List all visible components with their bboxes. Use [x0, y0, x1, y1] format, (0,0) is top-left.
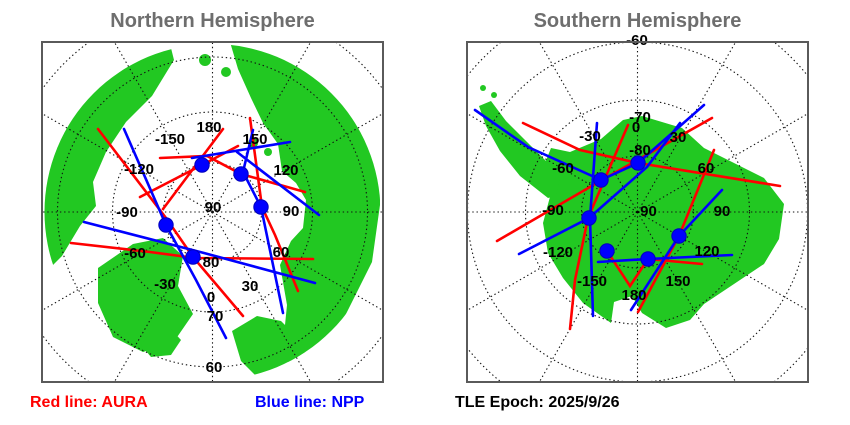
southern-meridian-label-60: 60	[698, 160, 715, 177]
northern-hemisphere-map: 180 150 120 90 60 30 0 -30 -60 -90 -120-150 90 80 70 6…	[41, 41, 384, 383]
southern-parallel-label--80: -80	[629, 142, 651, 159]
southern-map-frame	[466, 41, 809, 383]
southern-meridian-label-180: 180	[621, 287, 646, 304]
southern-meridian-label-90: 90	[714, 203, 731, 220]
northern-meridian-label-150: 150	[242, 131, 267, 148]
southern-landmass	[479, 85, 784, 328]
southern-meridian-label--60: -60	[552, 160, 574, 177]
northern-meridian-label-180: 180	[196, 119, 221, 136]
northern-meridian-label-0: 0	[207, 289, 215, 306]
southern-meridian-label--30: -30	[579, 128, 601, 145]
northern-meridian-label--60: -60	[124, 245, 146, 262]
southern-parallel-label--90: -90	[635, 203, 657, 220]
southern-meridian-label--150: -150	[577, 273, 607, 290]
legend-blue-npp: Blue line: NPP	[255, 394, 365, 411]
northern-meridian-label-90: 90	[283, 203, 300, 220]
legend-red-aura: Red line: AURA	[30, 394, 148, 411]
southern-parallel-label--70: -70	[629, 109, 651, 126]
northern-meridian-label--120: -120	[124, 161, 154, 178]
southern-parallel-label--60: -60	[626, 32, 648, 49]
northern-parallel-label-70: 70	[207, 308, 224, 325]
southern-meridian-label-30: 30	[670, 129, 687, 146]
northern-meridian-label-30: 30	[242, 278, 259, 295]
northern-graticule	[42, 42, 383, 382]
northern-meridian-label-120: 120	[273, 162, 298, 179]
northern-meridian-label-60: 60	[273, 244, 290, 261]
northern-parallel-label-90: 90	[205, 199, 222, 216]
northern-npp-tracks	[82, 127, 321, 340]
northern-meridian-label--150: -150	[155, 131, 185, 148]
northern-meridian-label--90: -90	[116, 204, 138, 221]
northern-map-frame	[41, 41, 384, 383]
northern-parallel-label-60: 60	[206, 359, 223, 376]
southern-meridian-label--90: -90	[542, 202, 564, 219]
southern-meridian-label-150: 150	[665, 273, 690, 290]
southern-overpass-dots	[581, 155, 687, 267]
southern-aura-tracks	[495, 116, 782, 331]
southern-meridian-label-0: 0	[632, 119, 640, 136]
southern-hemisphere-title: Southern Hemisphere	[533, 10, 742, 32]
northern-overpass-dots	[158, 157, 269, 265]
northern-hemisphere-title: Northern Hemisphere	[110, 10, 315, 32]
legend-tle-epoch: TLE Epoch: 2025/9/26	[455, 394, 620, 411]
northern-parallel-label-80: 80	[203, 254, 220, 271]
northern-meridian-label--30: -30	[154, 276, 176, 293]
southern-meridian-label-120: 120	[694, 243, 719, 260]
southern-meridian-label--120: -120	[543, 244, 573, 261]
